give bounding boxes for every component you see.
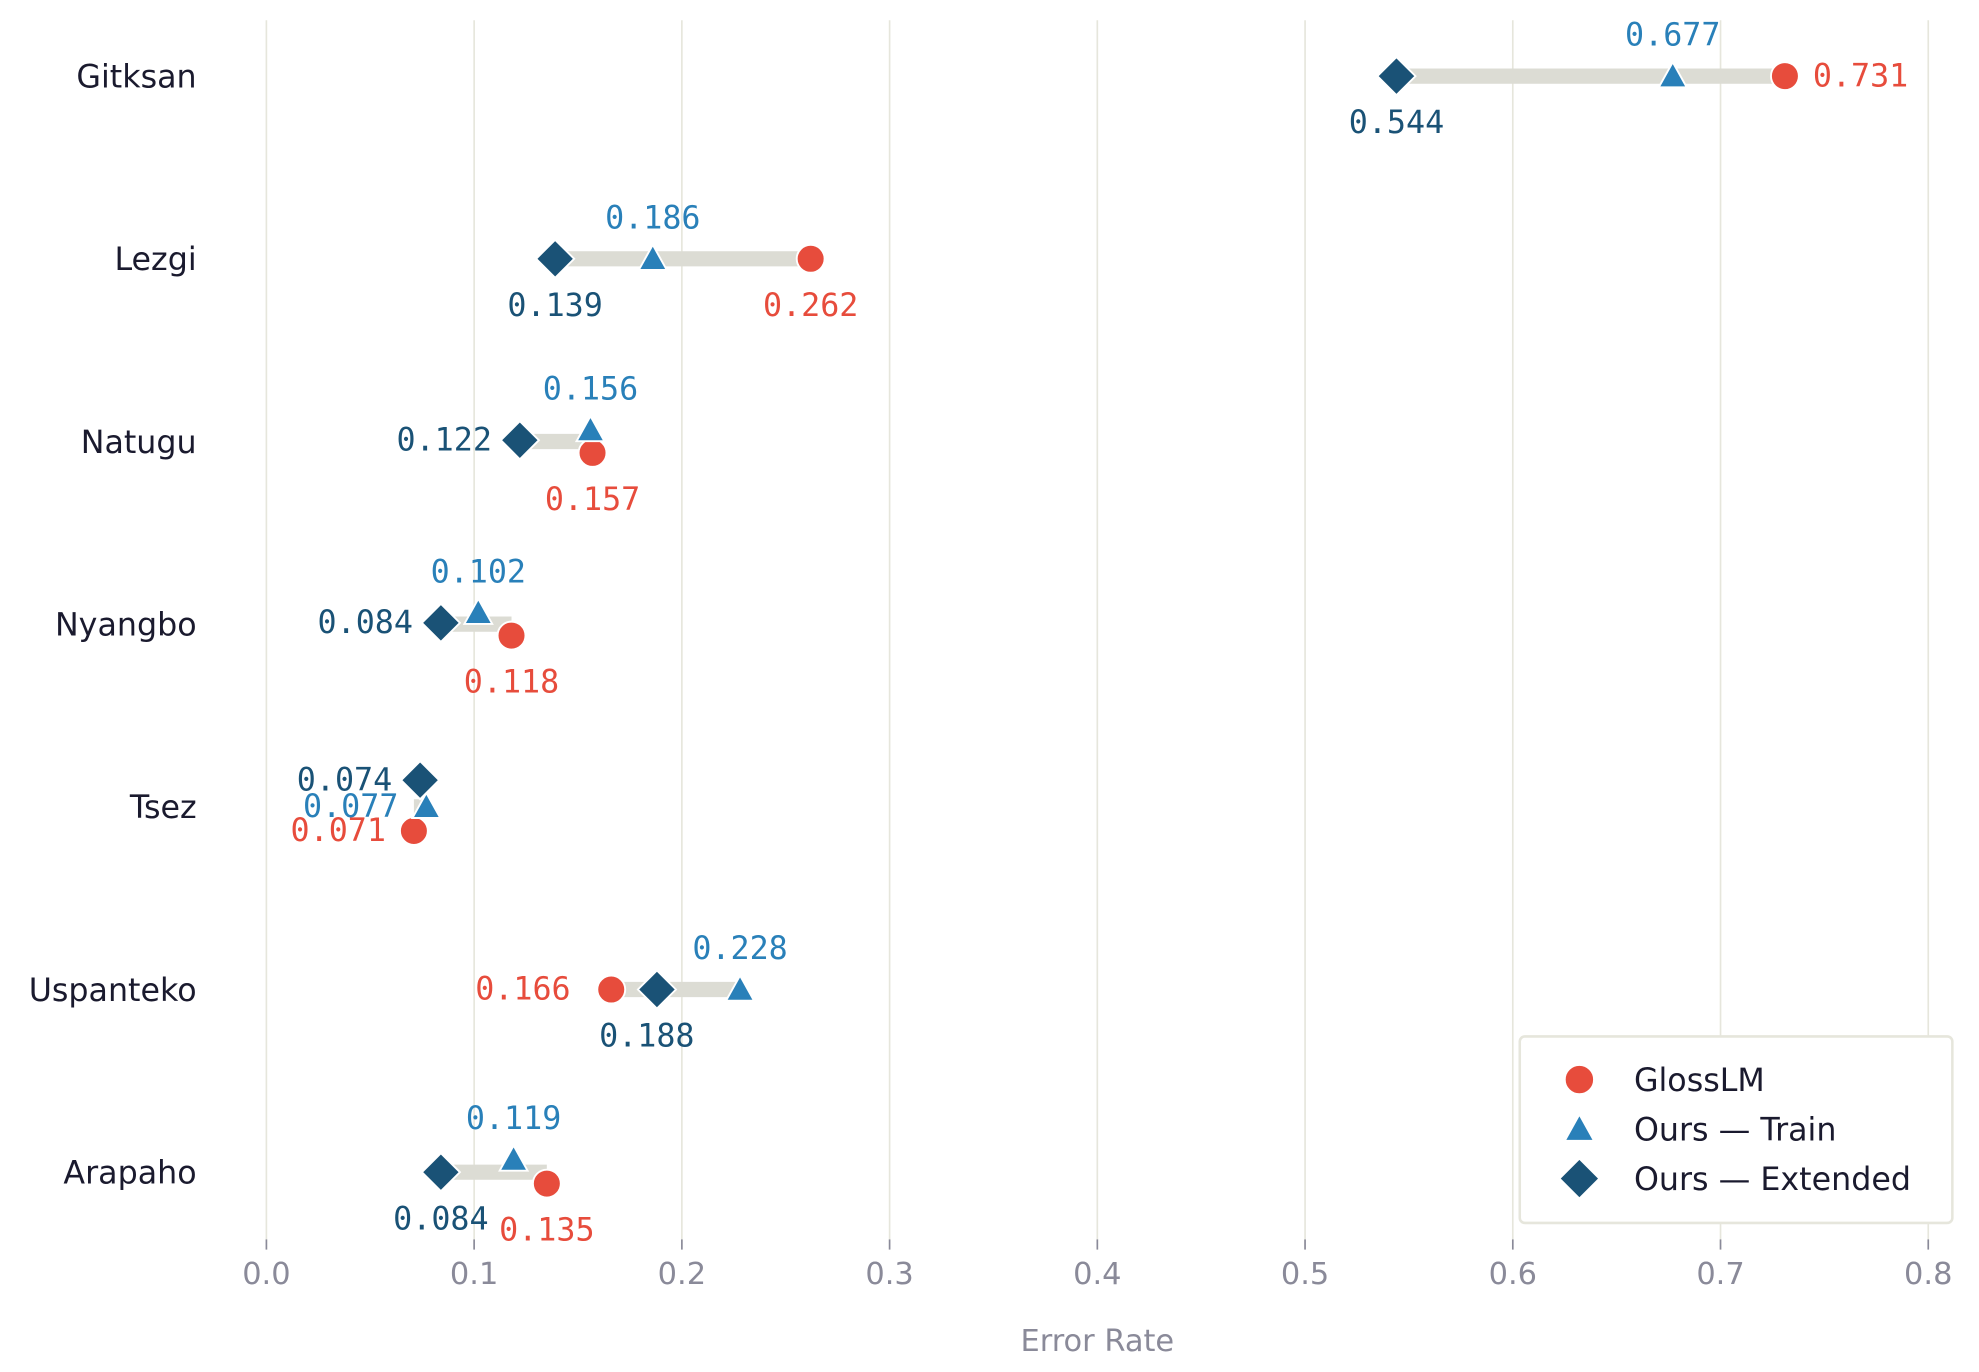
- value-label: 0.118: [464, 665, 559, 701]
- circle-marker: [596, 974, 627, 1005]
- legend-entry: Ours — Extended: [1634, 1162, 1911, 1198]
- value-label: 0.677: [1625, 18, 1720, 54]
- x-axis-label: Error Rate: [1020, 1324, 1174, 1359]
- value-label: 0.077: [303, 789, 398, 825]
- x-tick-label: 0.7: [1696, 1257, 1744, 1292]
- value-label: 0.119: [466, 1101, 561, 1137]
- x-tick-label: 0.6: [1489, 1257, 1537, 1292]
- category-label: Tsez: [129, 790, 197, 826]
- x-tick-label: 0.5: [1281, 1257, 1329, 1292]
- value-label: 0.156: [543, 372, 638, 408]
- circle-marker: [795, 243, 826, 274]
- value-label: 0.071: [291, 813, 386, 849]
- diamond-marker: [420, 602, 462, 644]
- legend-triangle-icon: [1563, 1112, 1596, 1142]
- x-tick-label: 0.4: [1073, 1257, 1121, 1292]
- category-label: Lezgi: [114, 242, 196, 278]
- value-label: 0.157: [545, 482, 640, 518]
- value-label: 0.186: [605, 200, 700, 236]
- value-label: 0.228: [692, 931, 787, 967]
- value-label: 0.139: [507, 288, 602, 324]
- range-bars: [413, 68, 1785, 1180]
- legend-box: [1518, 1035, 1954, 1225]
- x-tick-label: 0.3: [865, 1257, 913, 1292]
- value-label: 0.166: [475, 972, 570, 1008]
- value-label: 0.102: [431, 554, 526, 590]
- value-label: 0.074: [297, 762, 392, 798]
- triangle-marker: [410, 790, 442, 819]
- category-label: Nyangbo: [55, 608, 197, 644]
- triangle-marker: [724, 973, 756, 1002]
- value-label: 0.122: [396, 422, 491, 458]
- value-label: 0.262: [763, 288, 858, 324]
- circle-marker: [496, 620, 527, 651]
- diamond-marker: [420, 1151, 462, 1193]
- triangle-marker: [574, 414, 607, 443]
- legend-entry: Ours — Train: [1634, 1112, 1837, 1148]
- value-label: 0.188: [599, 1019, 694, 1055]
- legend-diamond-icon: [1558, 1157, 1601, 1200]
- value-labels: 0.731 0.262 0.157 0.118 0.071 0.166 0.135 0.677…: [291, 18, 1909, 1249]
- value-label: 0.084: [393, 1201, 488, 1237]
- circle-marker: [398, 816, 429, 846]
- value-label: 0.544: [1349, 105, 1444, 141]
- circle-marker: [577, 437, 608, 468]
- triangle-marker: [498, 1143, 530, 1172]
- circle-marker: [1770, 61, 1800, 92]
- category-label: Natugu: [81, 425, 197, 461]
- x-axis: 0.0 0.1 0.2 0.3 0.4 0.5 0.6 0.7 0.8: [242, 1239, 1952, 1292]
- legend: GlossLM Ours — Train Ours — Extended: [1518, 1035, 1954, 1225]
- value-label: 0.084: [318, 605, 413, 641]
- diamond-marker: [399, 759, 441, 801]
- diamond-marker: [1376, 55, 1417, 97]
- diamond-marker: [636, 969, 678, 1010]
- triangle-marker: [1657, 60, 1689, 89]
- category-label: Gitksan: [76, 60, 196, 96]
- category-label: Uspanteko: [29, 973, 197, 1009]
- grid: [265, 20, 1930, 1250]
- value-label: 0.731: [1813, 58, 1908, 94]
- x-tick-label: 0.2: [658, 1257, 706, 1292]
- category-label: Arapaho: [63, 1156, 196, 1192]
- legend-entry: GlossLM: [1634, 1063, 1765, 1099]
- legend-circle-icon: [1563, 1063, 1595, 1096]
- x-tick-label: 0.8: [1904, 1257, 1952, 1292]
- value-label: 0.135: [499, 1213, 594, 1249]
- diamond-marker: [499, 419, 541, 461]
- x-tick-label: 0.0: [242, 1257, 290, 1292]
- data-marks: [398, 55, 1800, 1199]
- x-tick-label: 0.1: [450, 1257, 498, 1292]
- triangle-marker: [462, 596, 494, 625]
- circle-marker: [531, 1168, 562, 1199]
- triangle-marker: [637, 242, 669, 271]
- diamond-marker: [534, 238, 576, 280]
- y-axis: Gitksan Lezgi Natugu Nyangbo Tsez Uspanteko Ar…: [29, 60, 197, 1192]
